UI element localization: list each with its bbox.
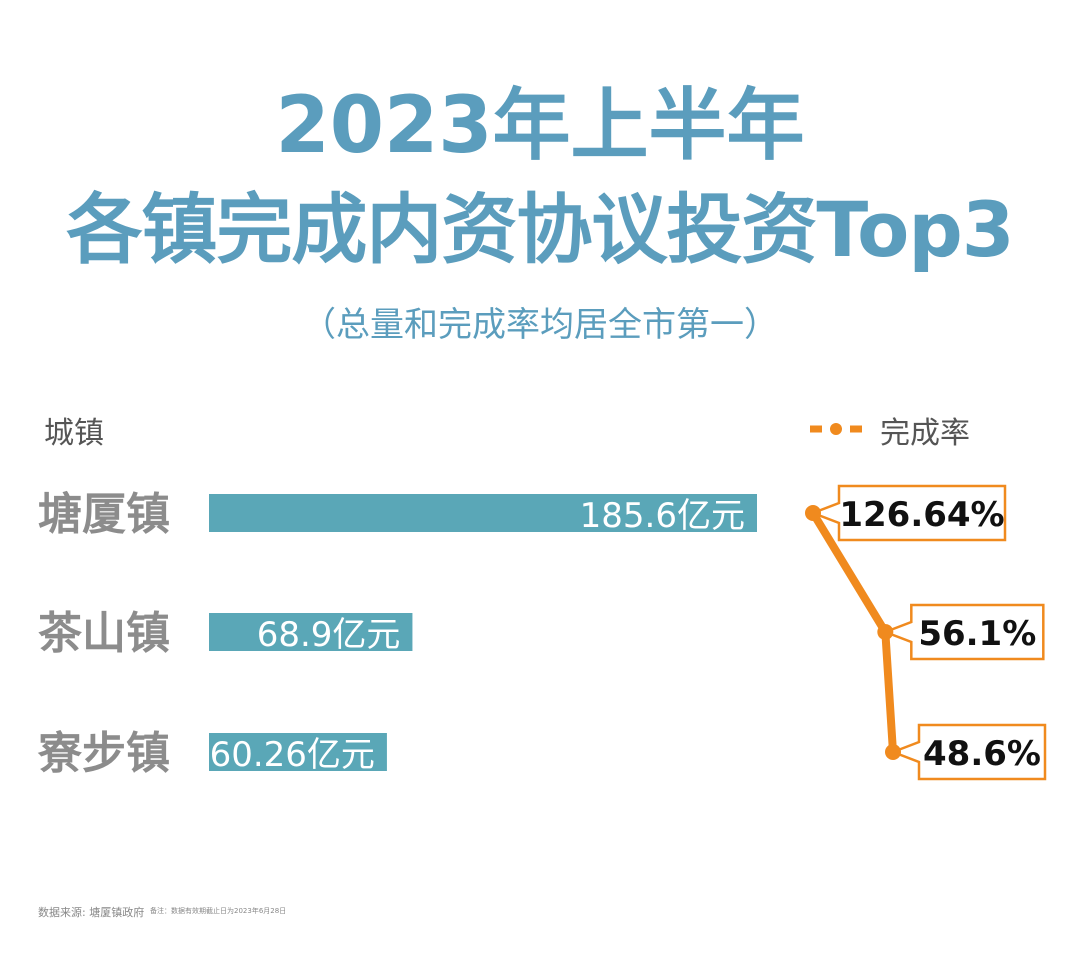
- rate-point: [805, 505, 821, 521]
- rate-value-label: 56.1%: [918, 614, 1036, 654]
- bar-value-label: 60.26亿元: [210, 735, 375, 775]
- bar: [209, 494, 757, 532]
- rate-value-label: 48.6%: [923, 734, 1041, 774]
- chart-title-line2: 各镇完成内资协议投资Top3: [66, 185, 1014, 274]
- column-header: 城镇: [44, 416, 104, 451]
- bar: [209, 613, 413, 651]
- bar-value-label: 185.6亿元: [580, 496, 745, 536]
- bar: [209, 733, 387, 771]
- bar-value-label: 68.9亿元: [257, 615, 401, 655]
- category-label: 塘厦镇: [38, 489, 170, 540]
- chart-subtitle: （总量和完成率均居全市第一）: [302, 305, 778, 345]
- category-label: 寮步镇: [37, 728, 170, 779]
- rate-value-label: 126.64%: [839, 495, 1004, 535]
- rate-callout-box: [889, 723, 1047, 781]
- chart-title-line1: 2023年上半年: [275, 81, 805, 171]
- rate-point: [885, 744, 901, 760]
- data-source: 数据来源: 塘厦镇政府: [38, 906, 145, 919]
- legend: 完成率: [806, 408, 1006, 451]
- rate-callout-box: [881, 603, 1045, 661]
- rate-callout-box: [809, 484, 1007, 542]
- legend-label: 完成率: [880, 416, 970, 451]
- data-note: 备注：数据有效期截止日为2023年6月28日: [150, 907, 287, 915]
- category-label: 茶山镇: [38, 608, 170, 659]
- legend-swatch-icon: [810, 423, 862, 435]
- rate-point: [877, 624, 894, 640]
